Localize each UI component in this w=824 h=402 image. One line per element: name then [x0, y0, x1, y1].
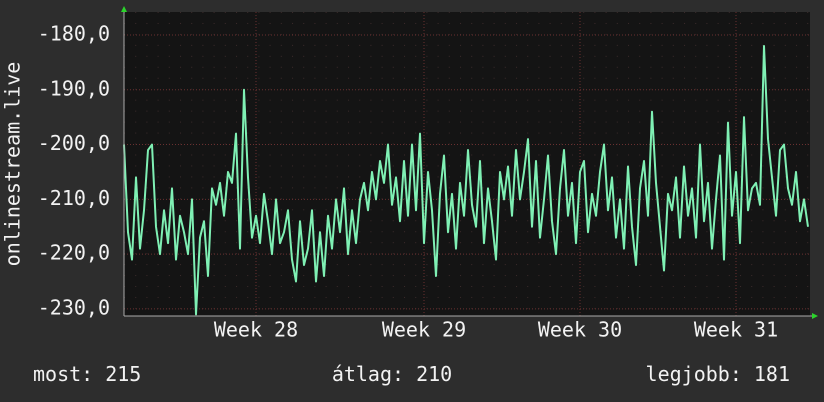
y-axis-label: onlinestream.live	[1, 62, 25, 267]
x-tick-label: Week 28	[214, 318, 298, 342]
x-tick-label: Week 31	[694, 318, 778, 342]
stat-label: átlag:	[332, 362, 404, 386]
stat-value: 210	[416, 362, 452, 386]
y-tick-label: -210,0	[38, 186, 110, 210]
y-tick-label: -230,0	[38, 295, 110, 319]
stat-label: legjobb:	[646, 362, 742, 386]
x-tick-label: Week 30	[538, 318, 622, 342]
data-line	[123, 44, 809, 316]
stat: átlag: 210	[332, 362, 452, 386]
stat-value: 181	[754, 362, 790, 386]
y-tick-label: -220,0	[38, 241, 110, 265]
stat-label: most:	[33, 362, 93, 386]
y-tick-label: -190,0	[38, 76, 110, 100]
y-tick-label: -180,0	[38, 22, 110, 46]
y-tick-label: -200,0	[38, 131, 110, 155]
stat-value: 215	[105, 362, 141, 386]
stat: legjobb: 181	[646, 362, 790, 386]
y-arrow	[121, 6, 127, 12]
x-tick-label: Week 29	[382, 318, 466, 342]
stat: most: 215	[33, 362, 141, 386]
x-arrow	[812, 313, 818, 319]
